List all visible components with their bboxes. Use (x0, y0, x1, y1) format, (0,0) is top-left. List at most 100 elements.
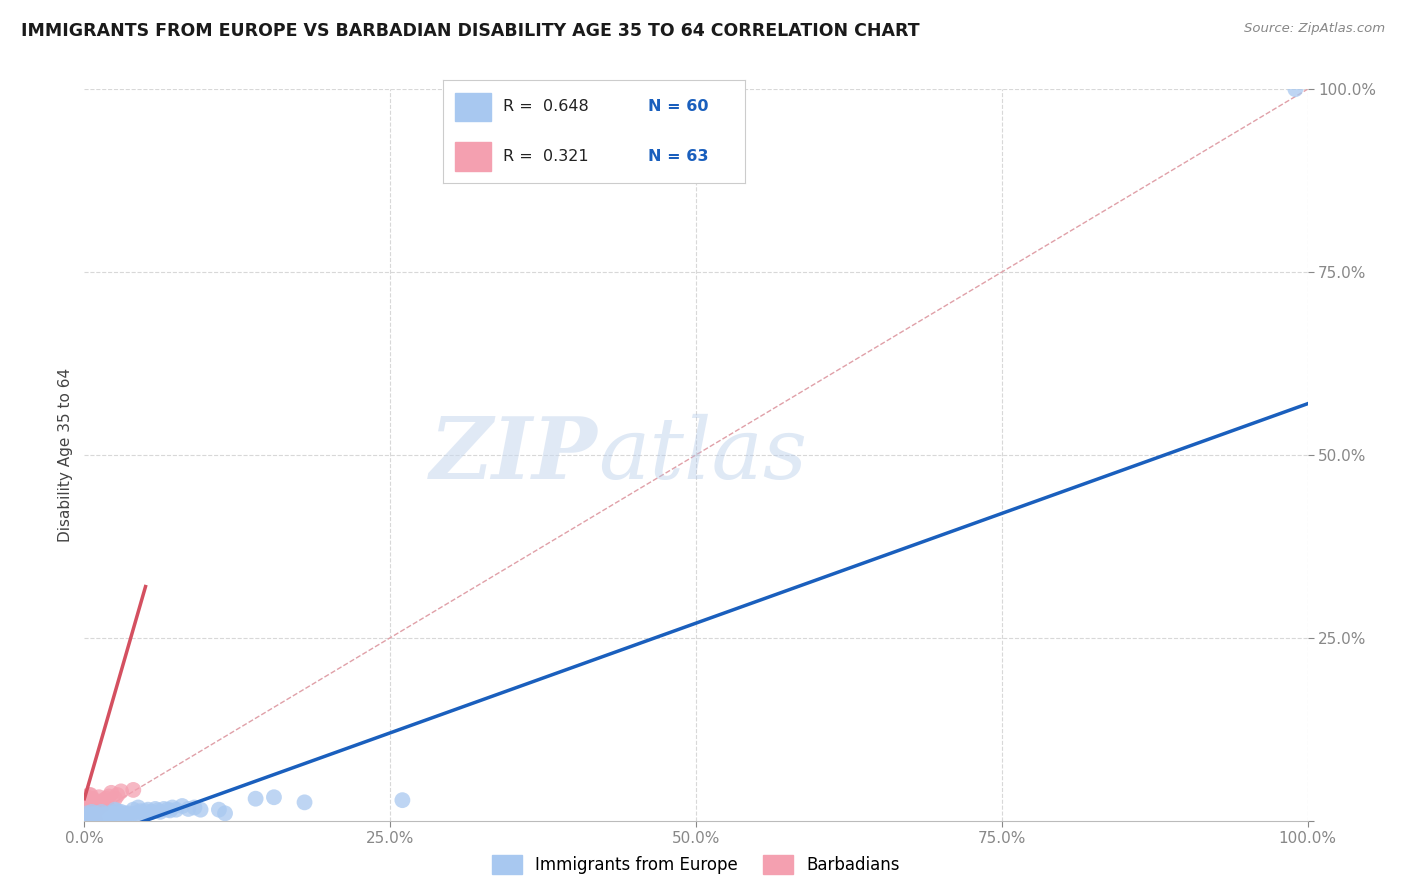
Point (105, 788, 128, 802)
Point (87, 808, 110, 822)
Point (77, 807, 100, 822)
Point (391, 793, 413, 807)
Point (128, 807, 150, 822)
Point (98, 807, 121, 822)
Point (80, 800, 103, 814)
Point (122, 783, 145, 797)
Point (87, 790, 110, 805)
Point (83, 800, 105, 814)
Point (132, 806, 155, 821)
Point (76, 797, 98, 812)
Point (77, 805, 100, 819)
Point (90, 796, 112, 810)
Text: ZIP: ZIP (430, 413, 598, 497)
Point (77, 788, 100, 802)
Point (89, 797, 111, 812)
Point (86, 810, 108, 824)
Point (143, 802, 166, 816)
Text: IMMIGRANTS FROM EUROPE VS BARBADIAN DISABILITY AGE 35 TO 64 CORRELATION CHART: IMMIGRANTS FROM EUROPE VS BARBADIAN DISA… (21, 22, 920, 40)
Point (146, 804, 169, 818)
Point (96, 809, 118, 823)
Point (97, 812, 120, 826)
Point (96, 791, 118, 805)
Point (79, 808, 101, 822)
Point (82, 796, 104, 810)
Point (159, 804, 181, 818)
Point (177, 802, 200, 816)
Text: R =  0.321: R = 0.321 (503, 149, 589, 164)
Point (76, 793, 98, 807)
Point (129, 804, 152, 818)
Point (77, 803, 100, 817)
Point (77, 796, 100, 810)
Point (110, 805, 132, 819)
Point (75, 814, 97, 828)
Text: N = 63: N = 63 (648, 149, 709, 164)
Point (104, 791, 127, 805)
Point (107, 806, 129, 821)
Point (103, 805, 125, 819)
Point (90, 805, 112, 819)
Point (117, 806, 139, 821)
Point (172, 799, 194, 814)
Point (75, 797, 97, 812)
Point (183, 800, 205, 814)
Point (80, 805, 103, 819)
Point (100, 808, 122, 822)
Text: R =  0.648: R = 0.648 (503, 99, 589, 114)
Point (112, 807, 135, 822)
Point (149, 805, 172, 819)
Point (76, 814, 98, 828)
Point (77, 810, 100, 824)
Point (77, 791, 100, 805)
Point (141, 805, 163, 819)
Point (82, 799, 104, 814)
Point (84, 799, 107, 814)
Point (77, 814, 100, 828)
Bar (456, 142, 491, 170)
Point (105, 804, 128, 818)
Point (76, 806, 98, 821)
Point (263, 790, 285, 805)
Point (75, 812, 97, 826)
Point (136, 803, 159, 817)
Point (114, 806, 136, 821)
Point (75, 800, 97, 814)
Point (105, 806, 128, 821)
Point (156, 803, 179, 817)
Point (208, 803, 231, 817)
Point (93, 793, 115, 807)
Point (77, 791, 100, 805)
Text: N = 60: N = 60 (648, 99, 709, 114)
Point (75, 807, 97, 822)
Point (80, 796, 103, 810)
Point (86, 799, 108, 814)
Point (120, 807, 142, 822)
Point (97, 806, 120, 821)
Point (294, 796, 316, 810)
Point (77, 807, 100, 822)
Point (76, 800, 98, 814)
Point (77, 796, 100, 810)
Point (82, 812, 104, 826)
Point (75, 805, 97, 819)
Point (75, 796, 97, 810)
Point (79, 800, 101, 814)
Point (77, 797, 100, 812)
Point (91, 797, 114, 812)
Point (83, 807, 105, 822)
Point (79, 788, 101, 802)
Text: Source: ZipAtlas.com: Source: ZipAtlas.com (1244, 22, 1385, 36)
Point (153, 802, 176, 816)
Point (135, 804, 157, 818)
Point (80, 797, 103, 812)
Point (101, 806, 124, 821)
Y-axis label: Disability Age 35 to 64: Disability Age 35 to 64 (58, 368, 73, 542)
Point (165, 803, 187, 817)
Point (127, 800, 149, 814)
Point (100, 786, 122, 800)
Point (87, 800, 110, 814)
Point (83, 793, 105, 807)
Bar (456, 93, 491, 121)
Point (80, 803, 103, 817)
